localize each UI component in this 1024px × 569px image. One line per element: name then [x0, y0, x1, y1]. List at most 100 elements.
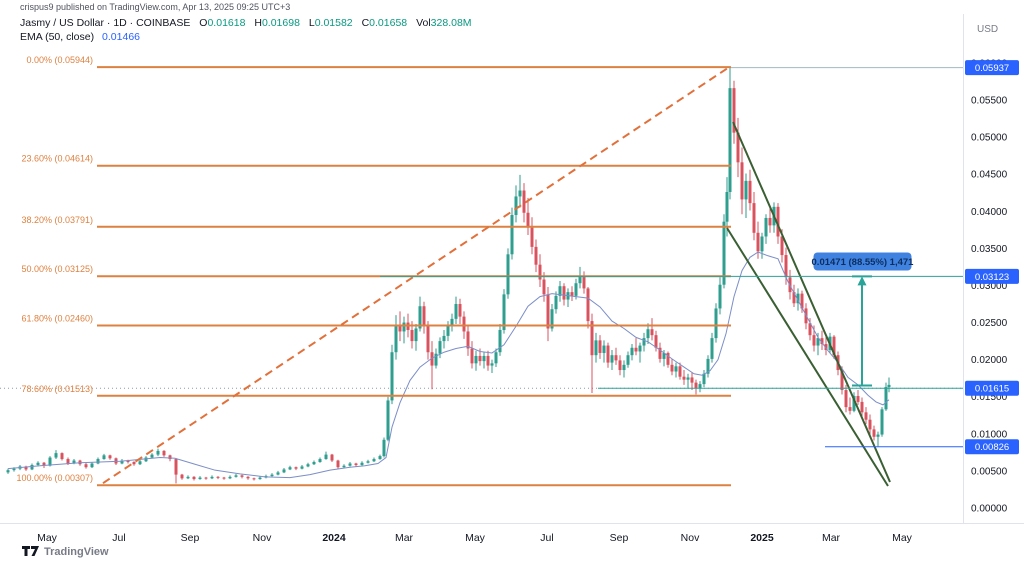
- y-axis[interactable]: 0.060000.055000.050000.045000.040000.035…: [965, 58, 1019, 515]
- candle-body: [514, 196, 518, 215]
- candle-body: [686, 377, 690, 380]
- candle-body: [438, 341, 442, 354]
- candle-body: [216, 476, 220, 478]
- price-badge-text: 0.03123: [975, 272, 1009, 283]
- candle-body: [860, 401, 864, 413]
- price-range-tool[interactable]: 0.01471 (88.55%) 1,471: [812, 252, 915, 387]
- candle-body: [66, 459, 70, 464]
- candle-body: [534, 246, 538, 265]
- candle-body: [856, 395, 860, 402]
- candle-body: [360, 462, 364, 465]
- candle-body: [30, 464, 34, 470]
- candle-body: [60, 453, 64, 460]
- ema-indicator-legend[interactable]: EMA (50, close) 0.01466: [20, 31, 140, 43]
- candle-body: [228, 476, 232, 479]
- candle-body: [852, 395, 856, 411]
- candle-body: [710, 338, 714, 359]
- candle-body: [670, 364, 674, 372]
- candle-body: [174, 459, 178, 475]
- fib-retracement[interactable]: 0.00% (0.05944) 23.60% (0.04614) 38.20% (0…: [16, 55, 731, 487]
- candle-body: [126, 460, 130, 463]
- candle-body: [562, 286, 566, 300]
- candle-body: [844, 390, 848, 408]
- candle-body: [642, 338, 646, 346]
- candle-body: [578, 275, 582, 284]
- candle-body: [876, 434, 880, 437]
- x-axis[interactable]: May Jul Sep Nov 2024 Mar May Jul Sep Nov 2025 Mar Ma…: [37, 532, 913, 544]
- candle-body: [90, 463, 94, 468]
- candle-body: [434, 353, 438, 366]
- y-axis-label: 0.00000: [971, 504, 1008, 515]
- channel-line: [726, 227, 889, 487]
- candle-body: [698, 384, 702, 389]
- candle-body: [796, 293, 800, 304]
- candle-body: [442, 335, 446, 342]
- candle-body: [714, 308, 718, 339]
- candle-body: [800, 293, 804, 309]
- fib-label: 78.60% (0.01513): [21, 384, 93, 394]
- candle-body: [418, 306, 422, 329]
- candle-body: [474, 355, 478, 364]
- candle-body: [12, 468, 16, 471]
- candle-body: [558, 286, 562, 296]
- candle-body: [662, 352, 666, 359]
- candle-body: [506, 254, 510, 295]
- candle-body: [630, 347, 634, 356]
- y-axis-label: 0.00500: [971, 466, 1008, 477]
- candle-body: [718, 284, 722, 309]
- candle-body: [884, 387, 888, 410]
- candle-body: [102, 455, 106, 460]
- logo-text: TradingView: [44, 546, 109, 558]
- candle-body: [658, 347, 662, 359]
- candle-body: [486, 355, 490, 366]
- candle-body: [682, 376, 686, 380]
- candle-body: [748, 180, 752, 204]
- candle-body: [84, 464, 88, 468]
- candle-body: [808, 323, 812, 336]
- candle-body: [330, 454, 334, 461]
- candle-body: [414, 328, 418, 342]
- candle-body: [108, 455, 112, 459]
- candle-body: [466, 331, 470, 349]
- candle-body: [72, 460, 76, 464]
- candle-body: [382, 439, 386, 457]
- candle-body: [156, 450, 160, 455]
- descending-channel[interactable]: [726, 121, 891, 487]
- price-badge-text: 0.05937: [975, 63, 1009, 74]
- candle-body: [510, 214, 514, 255]
- candle-body: [276, 472, 280, 475]
- symbol-legend[interactable]: Jasmy / US Dollar · 1D · COINBASE O0.016…: [20, 17, 472, 29]
- ema: [7, 251, 890, 479]
- candle-body: [736, 132, 740, 163]
- candle-body: [530, 227, 534, 247]
- candle-body: [864, 412, 868, 420]
- trendline[interactable]: [102, 65, 732, 484]
- x-axis-label: May: [892, 532, 913, 544]
- candle-body: [554, 295, 558, 310]
- candles[interactable]: [6, 67, 891, 484]
- candle-body: [618, 360, 622, 371]
- candle-body: [24, 466, 28, 470]
- candle-body: [252, 478, 256, 480]
- candle-body: [725, 191, 729, 222]
- candle-body: [132, 462, 136, 465]
- fib-label: 100.00% (0.00307): [16, 473, 93, 483]
- candle-body: [48, 457, 52, 466]
- candle-body: [294, 467, 298, 469]
- volume-value: 328.08M: [430, 17, 472, 29]
- high-value: 0.01698: [261, 17, 300, 29]
- candle-body: [120, 460, 124, 464]
- candle-body: [868, 419, 872, 430]
- candle-body: [646, 329, 650, 339]
- candle-body: [426, 326, 430, 353]
- candle-body: [666, 352, 670, 365]
- candle-body: [354, 463, 358, 465]
- candle-body: [840, 370, 844, 391]
- price-badge: [965, 439, 1019, 455]
- volume-key: Vol: [416, 17, 431, 29]
- candle-body: [372, 459, 376, 462]
- candle-body: [614, 355, 618, 361]
- high-key: H: [254, 17, 262, 29]
